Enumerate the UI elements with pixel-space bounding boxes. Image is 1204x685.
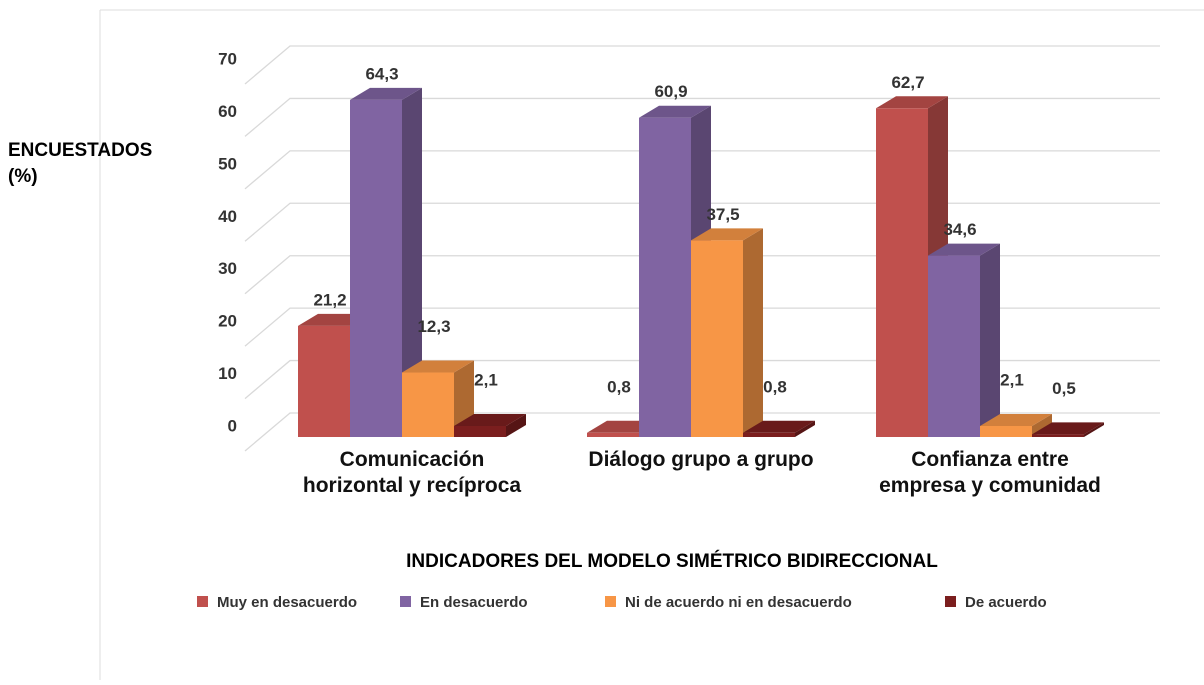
x-axis-title: INDICADORES DEL MODELO SIMÉTRICO BIDIREC… <box>406 551 938 572</box>
y-tick-label: 70 <box>218 49 237 68</box>
bar-side <box>402 87 422 438</box>
bar-side <box>1084 422 1104 437</box>
grid-line <box>244 307 1160 347</box>
bar-top <box>1032 422 1104 435</box>
bar-side <box>743 228 763 437</box>
bar <box>691 240 743 437</box>
y-tick-label: 40 <box>218 207 237 226</box>
grid-line <box>244 45 1160 85</box>
value-label: 37,5 <box>706 205 739 224</box>
legend-label: Muy en desacuerdo <box>217 594 357 611</box>
value-label: 0,8 <box>763 377 787 396</box>
bar-top <box>639 105 711 118</box>
x-tick-label: Diálogo grupo a grupo <box>588 448 814 471</box>
bar-side <box>980 243 1000 437</box>
bar <box>928 255 980 437</box>
y-tick-label: 10 <box>218 364 237 383</box>
bar-side <box>795 420 815 437</box>
value-label: 2,1 <box>474 370 498 389</box>
bar <box>980 425 1032 437</box>
grid-line <box>244 359 1160 400</box>
x-tick-label: Confianza entre empresa y comunidad <box>879 448 1101 497</box>
legend-swatch <box>400 596 411 607</box>
bar <box>876 108 928 437</box>
bar-top <box>402 360 474 373</box>
value-label: 21,2 <box>313 290 346 309</box>
y-axis-title: ENCUESTADOS (%) <box>8 140 153 187</box>
value-label: 0,8 <box>607 377 631 396</box>
bar <box>402 372 454 437</box>
legend-swatch <box>605 596 616 607</box>
legend-swatch <box>197 596 208 607</box>
bar-top <box>691 228 763 241</box>
bar-side <box>1032 413 1052 437</box>
value-label: 2,1 <box>1000 370 1024 389</box>
grid-line <box>244 202 1160 242</box>
legend-swatch <box>945 596 956 607</box>
grid-line <box>244 97 1160 137</box>
grid-line <box>244 412 1160 452</box>
bar <box>743 432 795 437</box>
bar-top <box>876 96 948 109</box>
value-label: 64,3 <box>365 64 398 83</box>
bar-top <box>454 413 526 426</box>
bar <box>350 99 402 438</box>
grid-line <box>244 255 1160 295</box>
legend-label: En desacuerdo <box>420 594 528 611</box>
bar <box>1032 434 1084 437</box>
y-tick-label: 50 <box>218 154 237 173</box>
bar-top <box>350 87 422 100</box>
legend-label: De acuerdo <box>965 594 1047 611</box>
bar <box>454 425 506 437</box>
y-tick-label: 60 <box>218 102 237 121</box>
y-tick-label: 0 <box>228 416 237 435</box>
value-label: 12,3 <box>417 317 450 336</box>
bar-top <box>980 413 1052 426</box>
bar-side <box>506 413 526 437</box>
y-tick-label: 20 <box>218 312 237 331</box>
bar <box>639 117 691 438</box>
y-tick-label: 30 <box>218 259 237 278</box>
legend-label: Ni de acuerdo ni en desacuerdo <box>625 594 852 611</box>
bar <box>587 432 639 437</box>
value-label: 62,7 <box>891 73 924 92</box>
bar-top <box>743 420 815 433</box>
grid-line <box>244 150 1160 190</box>
x-tick-label: Comunicación horizontal y recíproca <box>302 448 522 497</box>
bar <box>298 325 350 437</box>
value-label: 60,9 <box>654 82 687 101</box>
bar-top <box>928 243 1000 256</box>
value-label: 0,5 <box>1052 379 1076 398</box>
value-label: 34,6 <box>943 220 976 239</box>
